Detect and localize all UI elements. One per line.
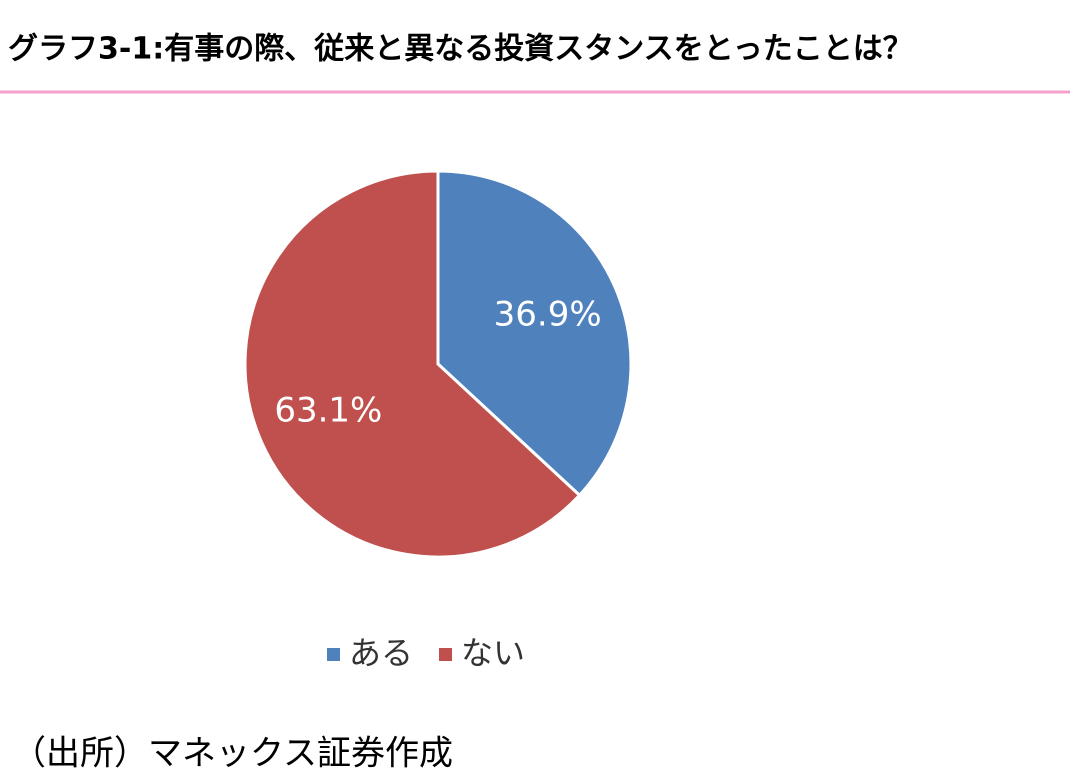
legend-swatch xyxy=(327,648,340,661)
source-note: （出所）マネックス証券作成 xyxy=(12,734,453,774)
chart-title: グラフ3-1:有事の際、従来と異なる投資スタンスをとったことは？ xyxy=(8,32,913,67)
pie-slice xyxy=(436,169,633,498)
pie-slice xyxy=(243,169,582,559)
data-label: 63.1% xyxy=(274,390,382,430)
legend-swatch xyxy=(439,648,453,661)
legend-label: ない xyxy=(461,634,525,672)
legend-label: ある xyxy=(349,634,413,672)
data-label: 36.9% xyxy=(494,295,602,335)
